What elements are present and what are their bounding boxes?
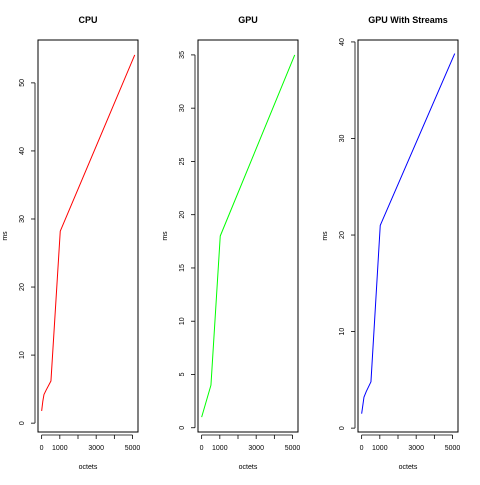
x-tick-label: 1000	[52, 445, 68, 452]
series-line	[201, 54, 296, 418]
y-axis-label: ms	[162, 231, 169, 241]
y-tick-label: 35	[179, 51, 186, 59]
x-tick-label: 0	[40, 445, 44, 452]
y-tick-label: 30	[19, 215, 26, 223]
y-tick-label: 20	[339, 231, 346, 239]
x-axis-label: octets	[239, 464, 258, 471]
x-tick-label: 0	[360, 445, 364, 452]
y-tick-label: 0	[179, 426, 186, 430]
plot-frame	[197, 39, 299, 433]
y-tick-label: 10	[179, 317, 186, 325]
y-tick-label: 50	[19, 79, 26, 87]
chart-title: GPU With Streams	[368, 15, 447, 25]
x-tick-label: 3000	[408, 445, 424, 452]
y-tick-label: 10	[339, 328, 346, 336]
y-tick-label: 30	[179, 104, 186, 112]
x-tick-label: 5000	[285, 445, 301, 452]
y-tick-label: 15	[179, 264, 186, 272]
x-axis-label: octets	[399, 464, 418, 471]
series-line	[41, 54, 136, 411]
x-tick-label: 1000	[372, 445, 388, 452]
x-tick-label: 0	[200, 445, 204, 452]
y-tick-label: 0	[339, 426, 346, 430]
plot-frame	[37, 39, 139, 433]
y-axis-label: ms	[322, 231, 329, 241]
y-tick-label: 40	[19, 147, 26, 155]
y-tick-label: 5	[179, 372, 186, 376]
y-axis-label: ms	[2, 231, 9, 241]
y-tick-label: 30	[339, 134, 346, 142]
chart-title: GPU	[238, 15, 258, 25]
plot-frame	[357, 39, 459, 433]
y-tick-label: 25	[179, 157, 186, 165]
chart-title: CPU	[78, 15, 97, 25]
y-tick-label: 0	[19, 421, 26, 425]
y-tick-label: 10	[19, 351, 26, 359]
x-tick-label: 3000	[88, 445, 104, 452]
y-tick-label: 40	[339, 38, 346, 46]
x-tick-label: 5000	[125, 445, 141, 452]
x-axis-label: octets	[79, 464, 98, 471]
x-tick-label: 1000	[212, 445, 228, 452]
series-line	[361, 53, 456, 414]
y-tick-label: 20	[19, 283, 26, 291]
y-tick-label: 20	[179, 211, 186, 219]
x-tick-label: 3000	[248, 445, 264, 452]
x-tick-label: 5000	[445, 445, 461, 452]
